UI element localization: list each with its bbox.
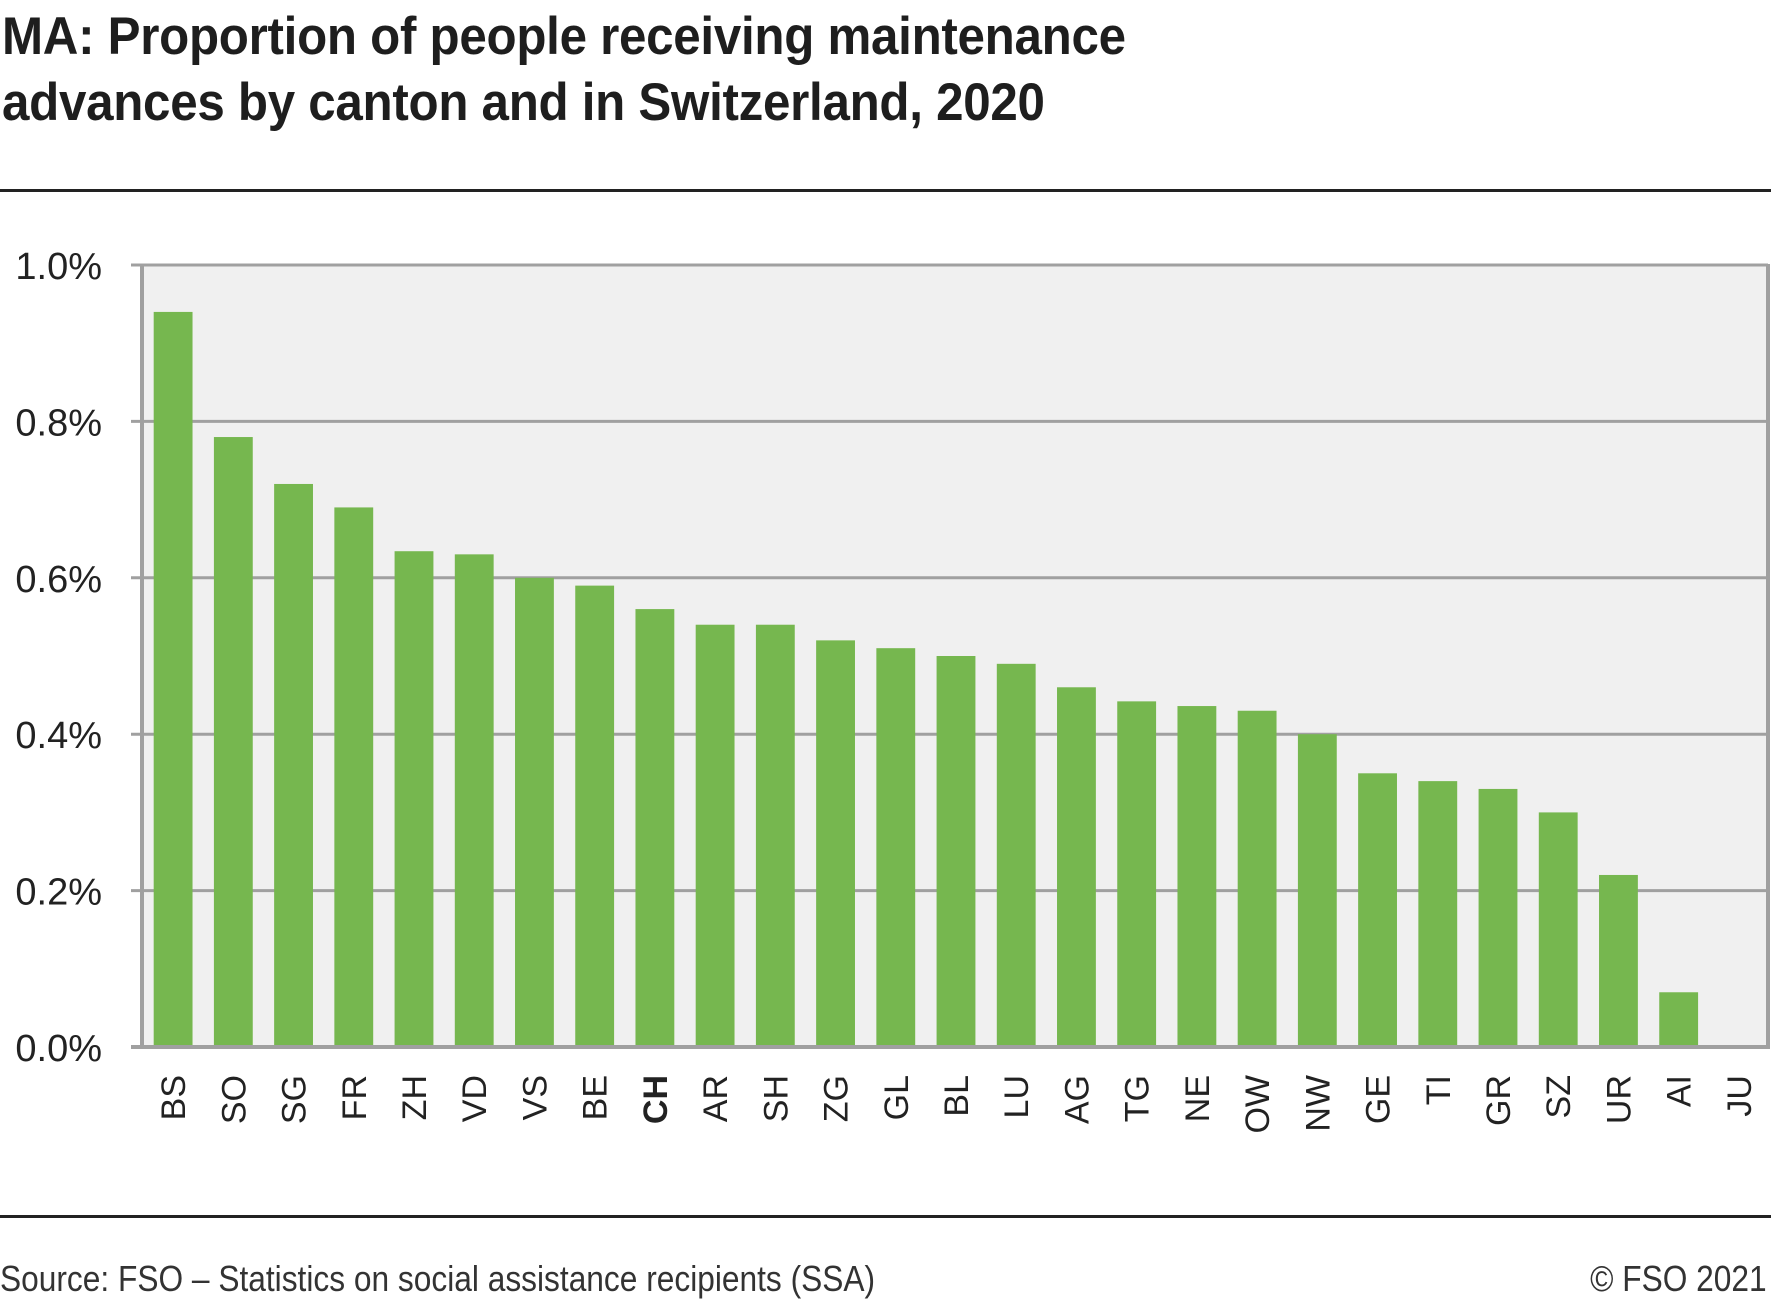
x-tick-label-ge: GE	[1360, 1075, 1398, 1124]
x-tick-label-ow: OW	[1239, 1075, 1277, 1134]
x-tick-label-ai: AI	[1661, 1075, 1699, 1107]
x-tick-label-ti: TI	[1420, 1075, 1458, 1105]
x-tick-label-tg: TG	[1119, 1075, 1157, 1122]
bar-ne	[1177, 706, 1217, 1047]
bar-bl	[936, 656, 976, 1047]
bar-ow	[1237, 710, 1277, 1047]
axes	[131, 264, 1770, 1049]
y-tick-label: 0.4%	[15, 715, 102, 757]
chart-title: MA: Proportion of people receiving maint…	[2, 4, 1639, 136]
x-tick-label-be: BE	[577, 1075, 615, 1120]
copyright-note: © FSO 2021	[1590, 1258, 1767, 1299]
bar-vs	[515, 577, 554, 1047]
bar-ai	[1659, 992, 1699, 1047]
bar-gr	[1478, 788, 1518, 1047]
bar-fr	[334, 507, 374, 1047]
bar-ti	[1418, 781, 1458, 1047]
footer-divider	[0, 1215, 1771, 1218]
source-note: Source: FSO – Statistics on social assis…	[0, 1258, 876, 1299]
bar-sh	[755, 624, 795, 1047]
x-tick-label-fr: FR	[336, 1075, 374, 1120]
bar-zg	[816, 640, 855, 1047]
bar-gl	[876, 648, 916, 1047]
chart-title-line-1: MA: Proportion of people receiving maint…	[2, 7, 1126, 66]
chart-title-line-2: advances by canton and in Switzerland, 2…	[2, 73, 1045, 132]
y-tick-label: 0.2%	[15, 872, 102, 914]
x-tick-label-ch: CH	[637, 1075, 675, 1124]
bar-zh	[394, 551, 434, 1047]
x-tick-label-nw: NW	[1299, 1075, 1337, 1132]
x-tick-label-sg: SG	[276, 1075, 314, 1124]
bar-bs	[153, 311, 193, 1047]
bar-tg	[1117, 701, 1157, 1047]
bar-nw	[1297, 734, 1337, 1047]
bar-be	[575, 585, 615, 1047]
x-tick-label-zg: ZG	[818, 1075, 856, 1122]
x-axis-labels: BS SO SG FR ZH VD VS BE CH AR SH ZG GL BL LU AG TG NE OW NW…	[155, 1075, 1759, 1134]
x-tick-label-ju: JU	[1721, 1075, 1759, 1117]
bar-lu	[996, 663, 1036, 1047]
bar-ar	[695, 624, 735, 1047]
y-axis-labels: 0.0% 0.2% 0.4% 0.6% 0.8% 1.0%	[15, 246, 102, 1070]
x-tick-label-gl: GL	[878, 1075, 916, 1120]
x-tick-label-so: SO	[215, 1075, 253, 1124]
x-tick-label-ur: UR	[1600, 1075, 1638, 1124]
x-tick-label-zh: ZH	[396, 1075, 434, 1120]
y-tick-label: 1.0%	[15, 246, 102, 288]
bar-ch	[635, 609, 675, 1047]
bars	[153, 311, 1699, 1048]
bar-ag	[1057, 687, 1096, 1047]
y-tick-label: 0.8%	[15, 402, 102, 444]
bar-chart: 0.0%0.2%0.4%0.6%0.8%1.0% BS SO SG FR ZH VD VS B…	[15, 246, 1770, 1134]
x-tick-label-vs: VS	[516, 1075, 554, 1120]
x-tick-label-ag: AG	[1058, 1075, 1096, 1124]
bar-sg	[274, 483, 313, 1048]
y-tick-label: 0.0%	[15, 1028, 102, 1070]
x-tick-label-gr: GR	[1480, 1075, 1518, 1126]
x-tick-label-bl: BL	[938, 1075, 976, 1117]
bar-ge	[1358, 773, 1397, 1047]
bar-ur	[1599, 874, 1638, 1047]
title-divider	[0, 189, 1771, 192]
y-tick-label: 0.6%	[15, 559, 102, 601]
x-tick-label-vd: VD	[456, 1075, 494, 1122]
bar-so	[213, 437, 253, 1047]
bar-vd	[454, 554, 494, 1047]
x-tick-label-ne: NE	[1179, 1075, 1217, 1122]
x-tick-label-lu: LU	[998, 1075, 1036, 1118]
x-tick-label-ar: AR	[697, 1075, 735, 1122]
x-tick-label-sh: SH	[757, 1075, 795, 1122]
x-tick-label-bs: BS	[155, 1075, 193, 1120]
x-tick-label-sz: SZ	[1540, 1075, 1578, 1118]
bar-sz	[1538, 812, 1578, 1047]
